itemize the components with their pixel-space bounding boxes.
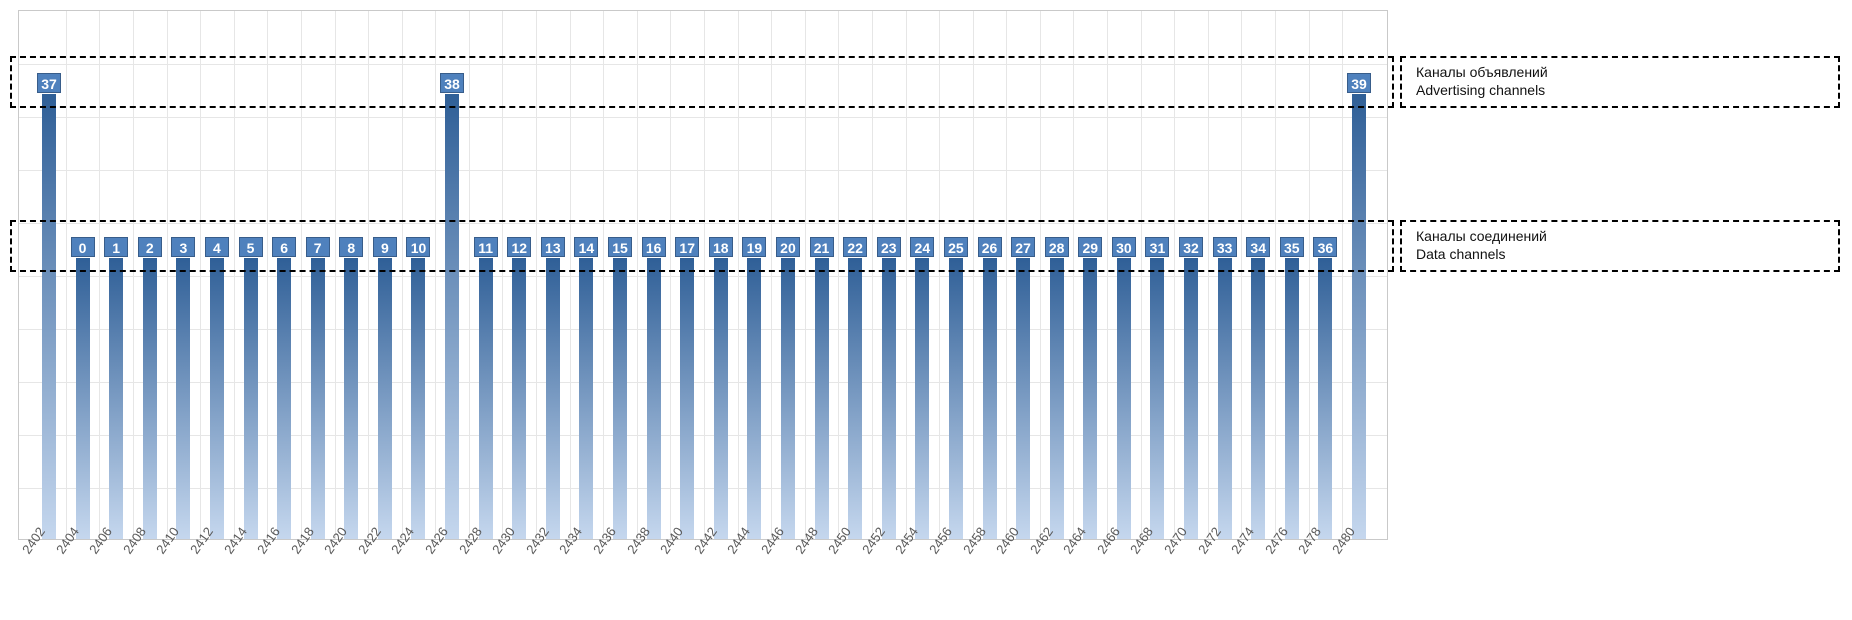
data-channel-bar <box>1016 258 1030 539</box>
data-channel-bar <box>1184 258 1198 539</box>
data-channel-bar <box>210 258 224 539</box>
grid-line-horizontal <box>19 117 1387 118</box>
data-channel-bar <box>915 258 929 539</box>
data-channel-bar <box>378 258 392 539</box>
data-channel-bar <box>949 258 963 539</box>
data-channel-bar <box>1050 258 1064 539</box>
advertising-channel-bar <box>445 94 459 539</box>
data-channel-bar <box>109 258 123 539</box>
data-channel-bar <box>546 258 560 539</box>
grid-line-horizontal <box>19 488 1387 489</box>
data-channel-bar <box>781 258 795 539</box>
data-channel-bar <box>512 258 526 539</box>
data-channel-bar <box>176 258 190 539</box>
legend-advertising-label-line1: Каналы объявлений <box>1416 63 1548 81</box>
data-channel-bar <box>1117 258 1131 539</box>
data-channel-bar <box>411 258 425 539</box>
legend-data-label-line2: Data channels <box>1416 245 1547 263</box>
data-channel-bar <box>1251 258 1265 539</box>
data-channel-bar <box>747 258 761 539</box>
grid-line-horizontal <box>19 170 1387 171</box>
grid-line-horizontal <box>19 329 1387 330</box>
legend-advertising-body-box <box>10 56 1394 108</box>
legend-advertising-label-line2: Advertising channels <box>1416 81 1548 99</box>
data-channel-bar <box>277 258 291 539</box>
legend-data-label-text: Каналы соединенийData channels <box>1416 227 1547 263</box>
legend-data-label-line1: Каналы соединений <box>1416 227 1547 245</box>
data-channel-bar <box>882 258 896 539</box>
data-channel-bar <box>76 258 90 539</box>
data-channel-bar <box>1318 258 1332 539</box>
data-channel-bar <box>311 258 325 539</box>
data-channel-bar <box>1083 258 1097 539</box>
grid-line-horizontal <box>19 276 1387 277</box>
legend-data-body-box <box>10 220 1394 272</box>
data-channel-bar <box>815 258 829 539</box>
data-channel-bar <box>1150 258 1164 539</box>
advertising-channel-bar <box>42 94 56 539</box>
data-channel-bar <box>983 258 997 539</box>
data-channel-bar <box>848 258 862 539</box>
grid-line-horizontal <box>19 435 1387 436</box>
data-channel-bar <box>1218 258 1232 539</box>
data-channel-bar <box>344 258 358 539</box>
data-channel-bar <box>680 258 694 539</box>
ble-channels-chart: 3701234567891038111213141516171819202122… <box>0 0 1852 620</box>
data-channel-bar <box>479 258 493 539</box>
data-channel-bar <box>613 258 627 539</box>
legend-advertising-label-text: Каналы объявленийAdvertising channels <box>1416 63 1548 99</box>
data-channel-bar <box>579 258 593 539</box>
data-channel-bar <box>647 258 661 539</box>
grid-line-horizontal <box>19 382 1387 383</box>
data-channel-bar <box>1285 258 1299 539</box>
advertising-channel-bar <box>1352 94 1366 539</box>
data-channel-bar <box>143 258 157 539</box>
data-channel-bar <box>714 258 728 539</box>
data-channel-bar <box>244 258 258 539</box>
